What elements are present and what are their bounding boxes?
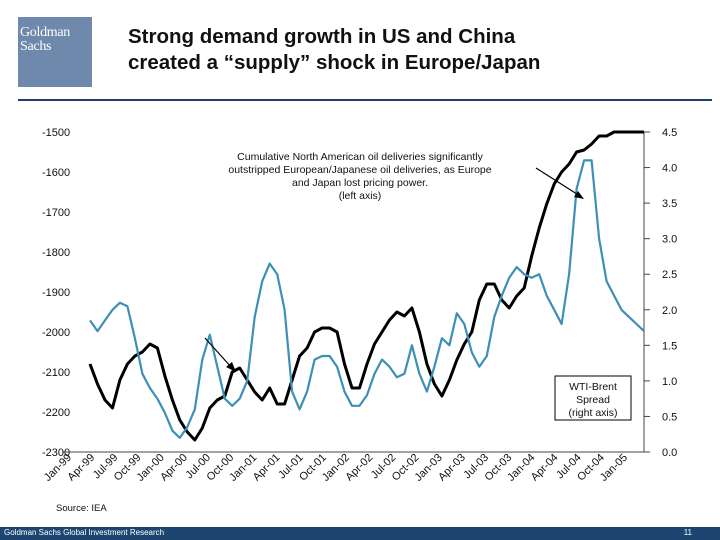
left-tick-label: -1900 [42, 287, 70, 299]
title-divider [18, 99, 712, 101]
title-line-1: Strong demand growth in US and China [128, 25, 516, 48]
annotation-deliveries-text: Cumulative North American oil deliveries… [237, 151, 483, 163]
page-title: Strong demand growth in US and China cre… [128, 24, 708, 76]
left-tick-label: -1500 [42, 127, 70, 139]
annotation-deliveries-text: (left axis) [339, 190, 382, 202]
spread-line [89, 159, 645, 439]
annotation-spread-text: (right axis) [568, 407, 617, 419]
left-tick-label: -2200 [42, 407, 70, 419]
left-tick-label: -2300 [42, 447, 70, 459]
left-tick-label: -1800 [42, 247, 70, 259]
title-line-2: created a “supply” shock in Europe/Japan [128, 51, 541, 74]
annotation-arrowhead-right [574, 191, 584, 199]
annotation-arrow-right [535, 167, 581, 197]
right-tick-label: 2.0 [662, 305, 677, 317]
right-tick-label: 0.5 [662, 411, 677, 423]
annotation-arrow-left [204, 337, 233, 369]
right-tick-label: 3.0 [662, 234, 677, 246]
left-tick-label: -1700 [42, 207, 70, 219]
deliveries-line [88, 130, 644, 442]
annotation-arrowhead-left [226, 362, 236, 372]
logo-text: Goldman Sachs [20, 26, 90, 54]
footer-bar [0, 527, 720, 540]
annotations-group: Cumulative North American oil deliveries… [204, 151, 632, 421]
page-number: 11 [683, 528, 692, 537]
annotation-deliveries-text: and Japan lost pricing power. [292, 177, 428, 189]
left-tick-label: -1600 [42, 167, 70, 179]
goldman-sachs-logo [18, 17, 92, 87]
left-tick-label: -2100 [42, 367, 70, 379]
right-tick-label: 4.0 [662, 163, 677, 175]
annotation-spread-text: Spread [576, 394, 610, 406]
left-tick-label: -2000 [42, 327, 70, 339]
right-tick-label: 0.0 [662, 447, 677, 459]
right-tick-label: 2.5 [662, 269, 677, 281]
source-note: Source: IEA [56, 503, 107, 514]
right-tick-label: 1.0 [662, 376, 677, 388]
right-tick-label: 4.5 [662, 127, 677, 139]
spread-annotation-box [554, 375, 632, 421]
annotation-deliveries-text: outstripped European/Japanese oil delive… [228, 164, 491, 176]
logo-line-2: Sachs [20, 39, 52, 54]
right-tick-label: 3.5 [662, 198, 677, 210]
logo-line-1: Goldman [20, 25, 71, 40]
series-group [88, 130, 645, 442]
footer-firm: Goldman Sachs Global Investment Research [4, 528, 165, 537]
annotation-spread-text: WTI-Brent [569, 381, 617, 393]
right-tick-label: 1.5 [662, 340, 677, 352]
